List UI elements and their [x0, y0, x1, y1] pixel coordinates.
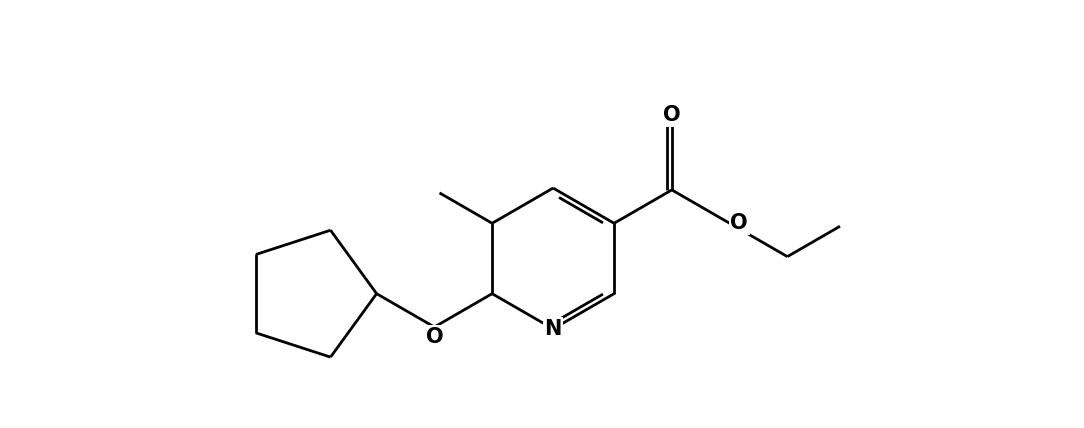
Text: O: O: [731, 213, 748, 233]
Text: O: O: [426, 327, 443, 347]
Text: N: N: [544, 319, 562, 339]
Text: O: O: [663, 105, 681, 125]
